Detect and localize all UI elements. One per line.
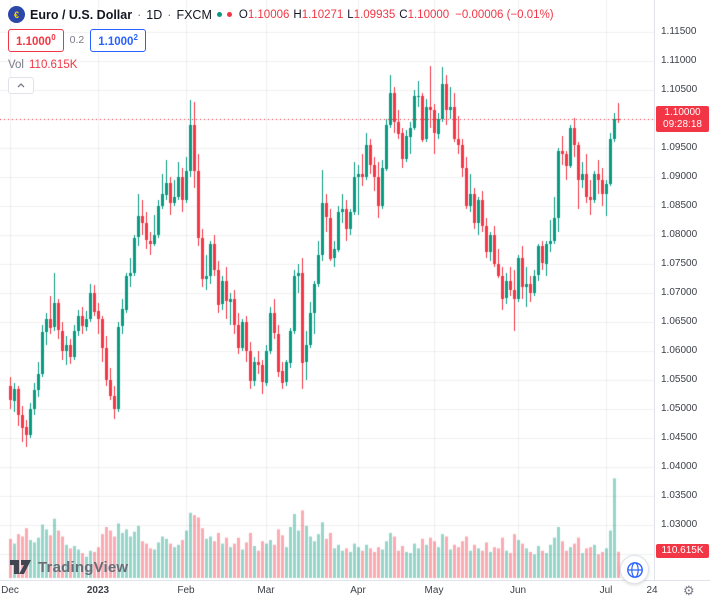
price-tick-label: 1.06500 <box>661 315 698 327</box>
current-price-value: 1.10000 <box>664 106 701 118</box>
low-label: L <box>347 8 354 21</box>
volume-label: Vol <box>8 58 24 71</box>
pane-collapse-button[interactable] <box>8 76 34 94</box>
tradingview-wordmark: TradingView <box>38 558 129 576</box>
price-tick-label: 1.09500 <box>661 141 698 153</box>
separator: · <box>137 7 142 22</box>
price-tick-label: 1.07000 <box>661 286 698 298</box>
price-tick-label: 1.09000 <box>661 170 698 182</box>
open-label: O <box>238 8 248 21</box>
ohlc-values: O1.10006 H1.10271 L1.09935 C1.10000 −0.0… <box>239 9 554 21</box>
symbol-row[interactable]: € Euro / U.S. Dollar · 1D · FXCM O1.1000… <box>8 6 554 23</box>
symbol-title[interactable]: Euro / U.S. Dollar <box>30 7 133 22</box>
sell-status-dot-icon <box>226 12 232 17</box>
interval-label[interactable]: 1D <box>146 7 163 22</box>
price-tick-label: 1.07500 <box>661 257 698 269</box>
price-tick-label: 1.04500 <box>661 431 698 443</box>
time-tick-label: Apr <box>350 585 366 596</box>
separator: · <box>167 7 172 22</box>
explore-globe-button[interactable] <box>620 555 649 584</box>
buy-price-button[interactable]: 1.10002 <box>90 29 146 52</box>
price-tick-label: 1.11500 <box>661 25 697 37</box>
time-scale[interactable]: Dec 2023 Feb Mar Apr May Jun Jul 24 <box>0 580 710 600</box>
price-tick-label: 1.03500 <box>661 489 698 501</box>
close-label: C <box>399 8 408 21</box>
price-tick-label: 1.05000 <box>661 402 698 414</box>
volume-legend-row[interactable]: Vol 110.615K <box>8 59 554 71</box>
price-scale[interactable]: 1.11500 1.11000 1.10500 1.10000 1.09500 1.090… <box>654 0 710 580</box>
time-tick-label: Mar <box>257 585 275 596</box>
bid-ask-row: 1.10000 0.2 1.10002 <box>8 29 554 52</box>
open-value: 1.10006 <box>247 8 290 21</box>
time-tick-label: May <box>424 585 444 596</box>
exchange-label[interactable]: FXCM <box>176 7 212 22</box>
high-label: H <box>293 8 302 21</box>
price-tick-label: 1.10500 <box>661 83 698 95</box>
price-tick-label: 1.08000 <box>661 228 698 240</box>
bar-countdown: 09:28:18 <box>663 118 702 130</box>
price-tick-label: 1.04000 <box>661 460 698 472</box>
chart-pane: € Euro / U.S. Dollar · 1D · FXCM O1.1000… <box>0 0 654 584</box>
price-chart-canvas[interactable] <box>0 0 654 580</box>
spread-value: 0.2 <box>69 34 85 47</box>
sell-price-button[interactable]: 1.10000 <box>8 29 64 52</box>
price-tick-label: 1.11000 <box>661 54 697 66</box>
high-value: 1.10271 <box>301 8 344 21</box>
chart-legend: € Euro / U.S. Dollar · 1D · FXCM O1.1000… <box>8 6 554 94</box>
symbol-logo-icon: € <box>8 6 25 23</box>
price-tick-label: 1.03000 <box>661 518 698 530</box>
globe-icon <box>626 561 643 578</box>
low-value: 1.09935 <box>353 8 396 21</box>
time-tick-label: Jul <box>599 585 613 596</box>
change-value: −0.00006 (−0.01%) <box>455 8 554 21</box>
close-value: 1.10000 <box>407 8 450 21</box>
time-tick-label: 2023 <box>86 585 110 596</box>
price-tick-label: 1.08500 <box>661 199 698 211</box>
time-tick-label: Feb <box>177 585 195 596</box>
time-tick-label: Dec <box>1 585 19 596</box>
price-tick-label: 1.05500 <box>661 373 698 385</box>
volume-value: 110.615K <box>29 58 78 71</box>
chevron-up-icon <box>17 82 25 88</box>
scale-settings-gear-icon[interactable]: ⚙ <box>683 583 695 598</box>
current-price-badge: 1.10000 09:28:18 <box>656 105 709 132</box>
tradingview-logo[interactable]: TradingView <box>10 558 128 576</box>
volume-value-badge: 110.615K <box>656 543 709 558</box>
tradingview-logo-icon <box>10 560 31 574</box>
time-tick-label: Jun <box>509 585 527 596</box>
buy-status-dot-icon <box>216 12 222 17</box>
price-tick-label: 1.06000 <box>661 344 698 356</box>
time-tick-label: 24 <box>646 585 658 596</box>
